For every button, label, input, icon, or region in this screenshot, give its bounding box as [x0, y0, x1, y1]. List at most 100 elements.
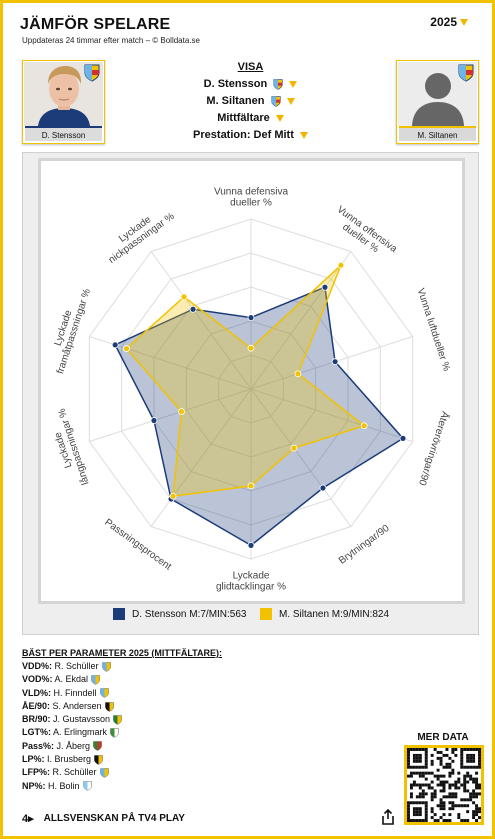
radar-point-series1: [247, 314, 255, 322]
radar-spoke: [250, 251, 352, 390]
chevron-down-icon: [460, 19, 468, 27]
club-badge-icon: [113, 715, 122, 725]
season-selector[interactable]: 2025: [430, 15, 468, 29]
radar-point-series1: [150, 417, 158, 424]
chevron-down-icon: [275, 114, 284, 122]
best-row-player: S. Andersen: [52, 700, 102, 711]
radar-axis-label-text: Lyckadeframåtpassningar %: [45, 284, 93, 375]
best-row-param: LP%:: [22, 754, 45, 765]
radar-axis-label: Brytningar/90: [337, 523, 392, 567]
radar-point-series1: [189, 305, 197, 313]
best-row-player: J. Åberg: [56, 740, 91, 751]
best-row: VLD%: H. Finndell: [22, 687, 322, 700]
best-row-param: LGT%:: [22, 727, 51, 738]
club-badge-icon: [99, 768, 109, 778]
radar-point-series1: [399, 434, 407, 442]
performance-selector-label: Prestation: Def Mitt: [193, 129, 294, 141]
djurgarden-badge-icon: [458, 64, 474, 82]
share-icon[interactable]: [381, 809, 395, 825]
best-row: LP%: I. Brusberg: [22, 753, 322, 766]
tv4-logo-icon: 4▸: [22, 813, 34, 825]
best-row: VDD%: R. Schüller: [22, 660, 322, 673]
radar-point-series1: [321, 283, 329, 291]
best-row-param: Pass%:: [22, 740, 55, 751]
radar-chart-area: Vunna defensiva dueller % Vunna offensivad…: [38, 158, 465, 604]
radar-point-series1: [331, 358, 339, 366]
radar-chart: Vunna defensiva dueller % Vunna offensivad…: [45, 186, 452, 593]
radar-point-series1: [111, 341, 119, 349]
radar-spoke: [250, 335, 413, 390]
radar-axis-label: Passningsprocent: [102, 517, 173, 573]
legend-swatch-series1: [113, 608, 125, 620]
club-badge-icon: [101, 661, 111, 672]
qr-code-image: [407, 748, 481, 822]
radar-axis-label: Vunna offensivadueller %: [335, 204, 399, 255]
radar-axis-label-text: Vunna luftdueller %: [415, 287, 452, 373]
tv4-play-label: ALLSVENSKAN PÅ TV4 PLAY: [43, 813, 185, 824]
best-row-player: A. Erlingmark: [53, 727, 108, 738]
radar-point-series1: [247, 541, 255, 549]
player2-selector[interactable]: M. Siltanen: [153, 95, 348, 107]
radar-point-series2: [290, 444, 298, 452]
position-selector[interactable]: Mittfältare: [153, 112, 348, 124]
player1-name: D. Stensson: [25, 126, 102, 141]
djurgarden-badge-icon: [270, 95, 281, 107]
player1-selector-label: D. Stensson: [203, 78, 268, 90]
best-row-param: VLD%:: [22, 687, 51, 698]
best-row-player: R. Schüller: [52, 767, 97, 778]
player1-card[interactable]: D. Stensson: [22, 60, 105, 144]
radar-axis-label-text: Vunna defensiva dueller %: [214, 186, 289, 208]
radar-axis-label-text: Lyckadelångpassningar %: [46, 407, 92, 490]
djurgarden-badge-icon: [84, 64, 100, 82]
radar-axis-label-text: Passningsprocent: [102, 517, 173, 573]
radar-point-series1: [319, 484, 327, 492]
player1-selector[interactable]: D. Stensson: [153, 78, 348, 90]
radar-axis-label-text: Brytningar/90: [337, 523, 392, 567]
best-per-parameter: BÄST PER PARAMETER 2025 (MITTFÄLTARE): V…: [22, 648, 322, 793]
club-badge-icon: [110, 728, 119, 738]
club-badge-icon: [94, 754, 103, 765]
radar-axis-label-text: Återerövringar/90: [416, 410, 452, 488]
club-badge-icon: [104, 701, 114, 712]
performance-selector[interactable]: Prestation: Def Mitt: [153, 129, 348, 141]
radar-point-series2: [178, 408, 185, 415]
chevron-down-icon: [286, 97, 295, 105]
best-row: LGT%: A. Erlingmark: [22, 726, 322, 739]
djurgarden-badge-icon: [273, 78, 283, 90]
radar-spoke: [150, 251, 252, 390]
page-subtitle: Uppdateras 24 timmar efter match – © Bol…: [22, 36, 200, 45]
best-row-param: NP%:: [22, 780, 46, 791]
radar-spoke: [150, 388, 252, 527]
best-row: ÅE/90: S. Andersen: [22, 700, 322, 713]
visa-heading: VISA: [237, 61, 264, 73]
best-row: NP%: H. Bolin: [22, 780, 322, 793]
selectors-panel: VISA D. Stensson M. Siltanen Mittfältare…: [153, 61, 348, 146]
radar-point-series2: [169, 492, 177, 500]
legend-label-series1: D. Stensson M:7/MIN:563: [132, 608, 247, 620]
best-row-param: LFP%:: [22, 767, 50, 778]
best-row: LFP%: R. Schüller: [22, 766, 322, 779]
page-title: JÄMFÖR SPELARE: [20, 16, 171, 33]
chevron-down-icon: [299, 131, 308, 139]
best-row-player: A. Ekdal: [54, 674, 89, 685]
radar-axis-label: Återerövringar/90: [416, 410, 452, 488]
best-row-player: R. Schüller: [54, 661, 99, 671]
player2-selector-label: M. Siltanen: [206, 95, 265, 107]
best-row-player: H. Finndell: [53, 687, 97, 698]
radar-axis-label: Lyckade glidtacklingar %: [216, 571, 286, 593]
club-badge-icon: [91, 675, 100, 685]
best-heading: BÄST PER PARAMETER 2025 (MITTFÄLTARE):: [22, 648, 223, 658]
radar-axis-label: Vunna defensiva dueller %: [214, 186, 289, 208]
radar-axis-label: Lyckadelångpassningar %: [46, 407, 92, 490]
qr-code[interactable]: [404, 745, 484, 825]
more-data-label: MER DATA: [417, 732, 469, 743]
position-selector-label: Mittfältare: [217, 112, 270, 124]
legend-item-series2[interactable]: M. Siltanen M:9/MIN:824: [260, 608, 389, 620]
player2-card[interactable]: M. Siltanen: [396, 60, 479, 144]
radar-spoke: [250, 388, 352, 527]
club-badge-icon: [99, 688, 109, 698]
season-value: 2025: [430, 15, 457, 29]
best-row-player: H. Bolin: [48, 780, 80, 791]
legend-item-series1[interactable]: D. Stensson M:7/MIN:563: [113, 608, 247, 620]
tv4-play-link[interactable]: 4▸ ALLSVENSKAN PÅ TV4 PLAY: [22, 812, 185, 825]
